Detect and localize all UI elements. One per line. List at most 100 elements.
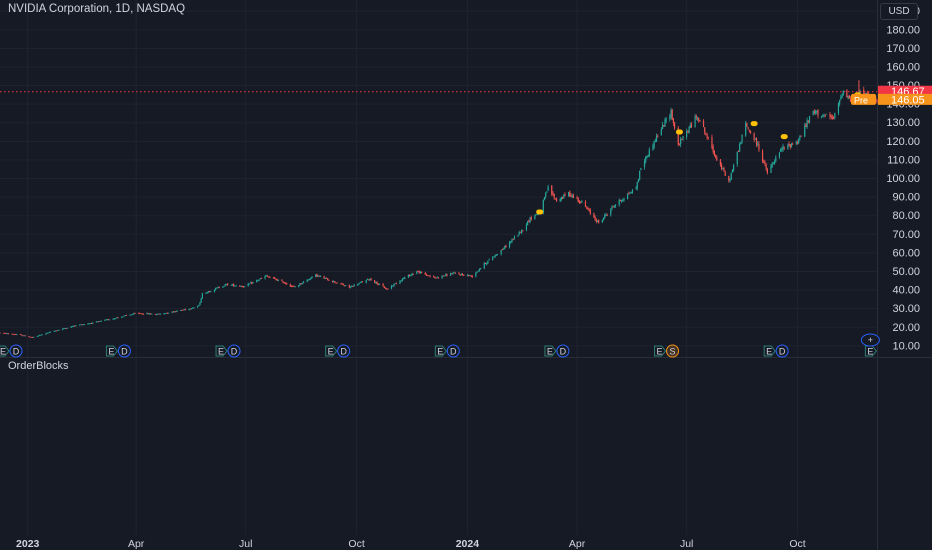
currency-button[interactable]: USD bbox=[880, 3, 918, 20]
candle-body bbox=[584, 201, 587, 208]
candle-body bbox=[342, 284, 344, 286]
candle-body bbox=[70, 326, 72, 328]
price-tick-label: 30.00 bbox=[892, 303, 920, 315]
time-tick-label: Apr bbox=[128, 538, 145, 550]
event-split-icon[interactable] bbox=[666, 344, 680, 358]
orderblock-marker[interactable] bbox=[750, 121, 758, 127]
candle-body bbox=[268, 276, 270, 278]
candle-body bbox=[117, 317, 119, 319]
orderblock-marker[interactable] bbox=[536, 209, 544, 215]
event-letter: D bbox=[13, 347, 20, 357]
candle-body bbox=[501, 249, 503, 251]
candle-body bbox=[5, 332, 7, 334]
candle-body bbox=[749, 130, 752, 134]
event-dividend-icon[interactable] bbox=[446, 344, 460, 358]
candle-body bbox=[621, 200, 623, 202]
candle-body bbox=[551, 185, 553, 194]
candle-body bbox=[529, 217, 531, 223]
candle-body bbox=[92, 322, 94, 324]
candle-body bbox=[714, 155, 717, 157]
candle-body bbox=[172, 311, 175, 313]
candle-body bbox=[796, 142, 799, 144]
candle-body bbox=[782, 146, 784, 150]
candle-body bbox=[635, 188, 637, 190]
event-dividend-icon[interactable] bbox=[337, 344, 351, 358]
candle-body bbox=[393, 283, 395, 287]
candle-body bbox=[788, 143, 790, 145]
candle-body bbox=[106, 319, 108, 321]
event-earnings-icon[interactable] bbox=[434, 345, 447, 357]
candle-body bbox=[412, 273, 414, 275]
event-letter: E bbox=[867, 347, 873, 357]
candle-body bbox=[800, 135, 802, 137]
candle-body bbox=[602, 217, 605, 221]
event-dividend-icon[interactable] bbox=[9, 344, 23, 358]
candle-body bbox=[40, 334, 42, 336]
candle-body bbox=[387, 288, 389, 290]
candle-body bbox=[729, 180, 731, 181]
candle-body bbox=[166, 312, 169, 314]
candle-body bbox=[140, 313, 142, 315]
candle-body bbox=[611, 206, 613, 209]
event-earnings-icon[interactable] bbox=[325, 345, 338, 357]
candle-body bbox=[755, 138, 758, 145]
candle-body bbox=[837, 103, 840, 114]
candle-body bbox=[53, 330, 55, 332]
event-dividend-icon[interactable] bbox=[117, 344, 131, 358]
candle-body bbox=[761, 150, 764, 161]
candle-body bbox=[392, 285, 394, 287]
orderblock-marker[interactable] bbox=[780, 134, 788, 140]
event-dividend-icon[interactable] bbox=[227, 344, 241, 358]
event-earnings-icon[interactable] bbox=[544, 345, 557, 357]
candle-body bbox=[652, 145, 654, 150]
future-events-icon[interactable] bbox=[860, 333, 880, 347]
indicator-pane[interactable] bbox=[0, 358, 877, 550]
candle-body bbox=[576, 197, 578, 199]
candle-body bbox=[142, 313, 144, 315]
candle-body bbox=[352, 286, 354, 288]
event-earnings-icon[interactable] bbox=[654, 345, 667, 357]
pre-market-price-bg bbox=[878, 93, 932, 105]
orderblock-marker[interactable] bbox=[675, 129, 683, 135]
candle-body bbox=[569, 191, 571, 196]
price-tick-label: 90.00 bbox=[892, 192, 920, 204]
candle-body bbox=[820, 115, 823, 117]
candle-body bbox=[521, 229, 523, 234]
candle-body bbox=[707, 137, 709, 139]
candle-body bbox=[62, 328, 64, 330]
candle-body bbox=[248, 283, 250, 285]
candle-body bbox=[830, 115, 832, 118]
candle-body bbox=[429, 275, 431, 277]
event-earnings-icon[interactable] bbox=[215, 345, 228, 357]
candle-body bbox=[428, 275, 430, 277]
candle-body bbox=[623, 198, 625, 200]
candle-body bbox=[655, 136, 658, 142]
candle-body bbox=[629, 193, 631, 195]
time-tick-label: 2024 bbox=[456, 538, 480, 550]
pre-market-tag-bg bbox=[851, 93, 876, 105]
candle-body bbox=[242, 286, 244, 288]
event-earnings-icon[interactable] bbox=[105, 345, 119, 357]
candle-body bbox=[706, 135, 708, 138]
event-earnings-icon[interactable] bbox=[0, 345, 10, 357]
candle-body bbox=[345, 285, 347, 287]
candle-body bbox=[546, 191, 548, 193]
candle-body bbox=[689, 124, 691, 128]
candle-body bbox=[842, 90, 844, 96]
candle-body bbox=[33, 336, 35, 338]
candle-body bbox=[402, 278, 405, 280]
candle-body bbox=[653, 140, 655, 147]
event-earnings-icon[interactable] bbox=[763, 345, 776, 357]
candle-body bbox=[331, 280, 334, 283]
event-dividend-icon[interactable] bbox=[556, 344, 570, 358]
candle-body bbox=[610, 209, 612, 215]
price-tick-label: 130.00 bbox=[886, 117, 920, 129]
candle-body bbox=[319, 276, 322, 278]
candle-body bbox=[11, 333, 13, 335]
candle-body bbox=[207, 291, 210, 293]
candle-body bbox=[433, 276, 435, 278]
event-dividend-icon[interactable] bbox=[775, 344, 789, 358]
candle-body bbox=[36, 335, 38, 337]
candle-body bbox=[362, 281, 364, 283]
